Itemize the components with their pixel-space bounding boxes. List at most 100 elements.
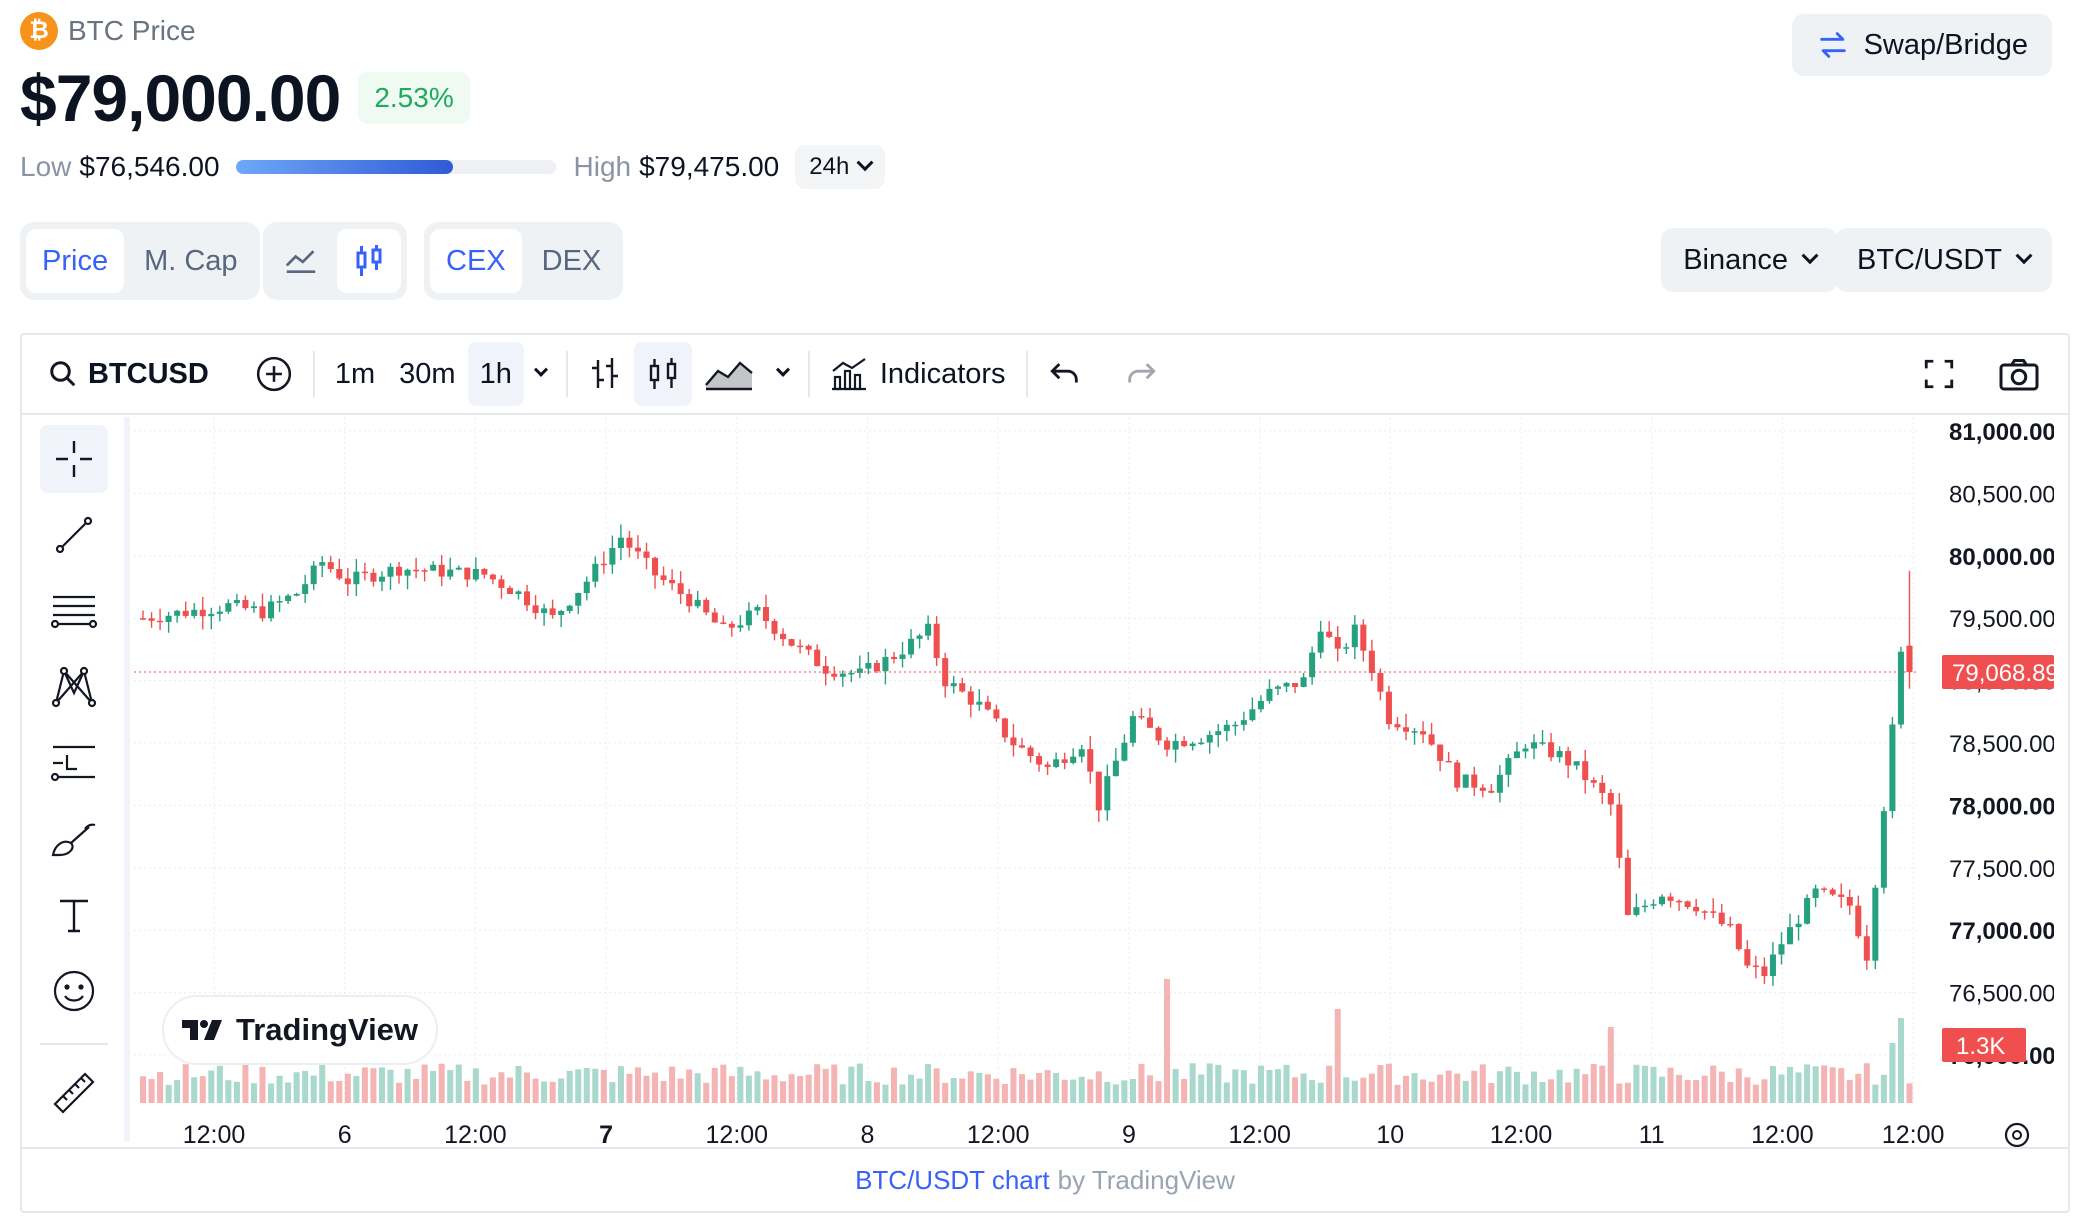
exchange-select[interactable]: Binance <box>1661 228 1838 292</box>
volume-bar <box>1223 1082 1230 1103</box>
volume-bar <box>1616 1083 1623 1103</box>
tradingview-logo[interactable]: TradingView <box>162 995 439 1065</box>
candle-body <box>1616 804 1623 858</box>
fib-tool[interactable] <box>40 577 108 645</box>
bars-style-button[interactable] <box>576 342 634 406</box>
interval-1h[interactable]: 1h <box>467 342 524 406</box>
candle-body <box>1146 717 1154 728</box>
tab-dex[interactable]: DEX <box>541 244 602 277</box>
trend-line-tool[interactable] <box>40 501 108 569</box>
candle-body <box>1889 724 1896 812</box>
volume-bar <box>1599 1065 1606 1103</box>
volume-bar <box>1701 1075 1708 1103</box>
candle-body <box>1257 700 1264 710</box>
price-range: Low $76,546.00 High $79,475.00 24h <box>20 145 886 189</box>
candle-body <box>387 566 394 577</box>
tab-market-cap[interactable]: M. Cap <box>144 244 238 277</box>
volume-bar <box>191 1077 198 1103</box>
candle-body <box>1744 949 1751 966</box>
volume-bar <box>728 1076 735 1103</box>
page-title: BTC Price <box>68 15 196 46</box>
candle-chart-button[interactable] <box>337 229 401 293</box>
candles-style-button[interactable] <box>633 342 692 406</box>
area-style-button[interactable] <box>692 342 766 406</box>
emoji-tool[interactable] <box>40 957 108 1025</box>
ruler-tool[interactable] <box>40 1059 108 1127</box>
chart-credit-link[interactable]: BTC/USDT chart <box>855 1164 1050 1195</box>
tab-price[interactable]: Price <box>26 229 125 293</box>
compare-button[interactable] <box>243 342 305 406</box>
volume-bar <box>310 1075 317 1103</box>
text-icon <box>60 899 88 933</box>
volume-bar <box>617 1066 624 1103</box>
interval-dropdown[interactable] <box>524 342 558 406</box>
volume-bar <box>549 1081 556 1103</box>
current-price-tag-label: 79,068.89 <box>1952 660 2054 687</box>
price-chart[interactable]: 81,000.00 80,500.00 80,000.00 79,500.00 79,0… <box>134 417 2054 1147</box>
chart-style-dropdown[interactable] <box>766 342 800 406</box>
volume-bar <box>1718 1071 1725 1103</box>
pair-select[interactable]: BTC/USDT <box>1835 228 2052 292</box>
volume-bar <box>498 1072 505 1103</box>
indicators-button[interactable]: Indicators <box>818 342 1018 406</box>
text-tool[interactable] <box>40 881 108 949</box>
fullscreen-button[interactable] <box>1910 342 1968 406</box>
candle-body <box>882 656 889 672</box>
volume-bar <box>233 1081 240 1103</box>
candle-body <box>1641 905 1648 908</box>
search-icon <box>50 361 76 387</box>
swap-bridge-button[interactable]: Swap/Bridge <box>1791 14 2052 76</box>
candle-body <box>1394 724 1401 728</box>
volume-bar <box>438 1063 445 1103</box>
candle-body <box>481 568 488 575</box>
volume-bar <box>1727 1081 1734 1103</box>
pair-label: BTC/USDT <box>1857 243 2002 276</box>
interval-30m[interactable]: 30m <box>399 357 456 390</box>
candle-body <box>1701 911 1708 913</box>
candle-body <box>797 645 804 648</box>
chart-type-toggle <box>263 222 407 300</box>
candle-body <box>1181 740 1188 747</box>
candle-body <box>1402 727 1410 732</box>
line-chart-button[interactable] <box>269 229 333 293</box>
volume-bar <box>984 1074 991 1103</box>
volume-bar <box>182 1064 189 1103</box>
interval-1m[interactable]: 1m <box>334 357 376 390</box>
tab-cex[interactable]: CEX <box>430 229 522 293</box>
chart-credit: BTC/USDT chart by TradingView <box>22 1147 2068 1211</box>
candle-body <box>1786 927 1794 945</box>
volume-bar <box>387 1069 394 1103</box>
candle-body <box>1334 637 1341 649</box>
volume-bar <box>1906 1083 1913 1103</box>
candle-body <box>225 603 232 612</box>
brush-tool[interactable] <box>40 805 108 873</box>
candle-body <box>1368 650 1375 674</box>
period-dropdown[interactable]: 24h <box>795 145 886 189</box>
candle-body <box>1044 764 1051 767</box>
candle-body <box>908 638 915 655</box>
volume-bar <box>447 1070 454 1103</box>
symbol-search[interactable]: BTCUSD <box>36 342 221 406</box>
candle-body <box>643 551 650 558</box>
x-axis-label: 12:00 <box>1882 1121 1945 1147</box>
candle-body <box>976 701 983 705</box>
volume-bar <box>1641 1065 1648 1103</box>
candle-body <box>1752 965 1759 968</box>
candle-body <box>780 633 787 640</box>
y-axis-label: 78,000.00 <box>1949 793 2054 820</box>
camera-icon <box>1999 359 2039 391</box>
undo-button[interactable] <box>1036 342 1094 406</box>
candle-body <box>1863 936 1870 961</box>
settings-icon <box>2004 1122 2030 1147</box>
candle-body <box>1505 758 1512 775</box>
crosshair-tool[interactable] <box>40 425 108 493</box>
volume-bar <box>225 1080 232 1103</box>
screenshot-button[interactable] <box>1986 342 2052 406</box>
projection-tool[interactable] <box>40 729 108 797</box>
volume-bar <box>541 1081 548 1103</box>
volume-bar <box>1582 1074 1589 1103</box>
candle-body <box>805 645 812 650</box>
pattern-tool[interactable] <box>40 653 108 721</box>
redo-button[interactable] <box>1112 342 1170 406</box>
volume-bar <box>1420 1079 1427 1103</box>
